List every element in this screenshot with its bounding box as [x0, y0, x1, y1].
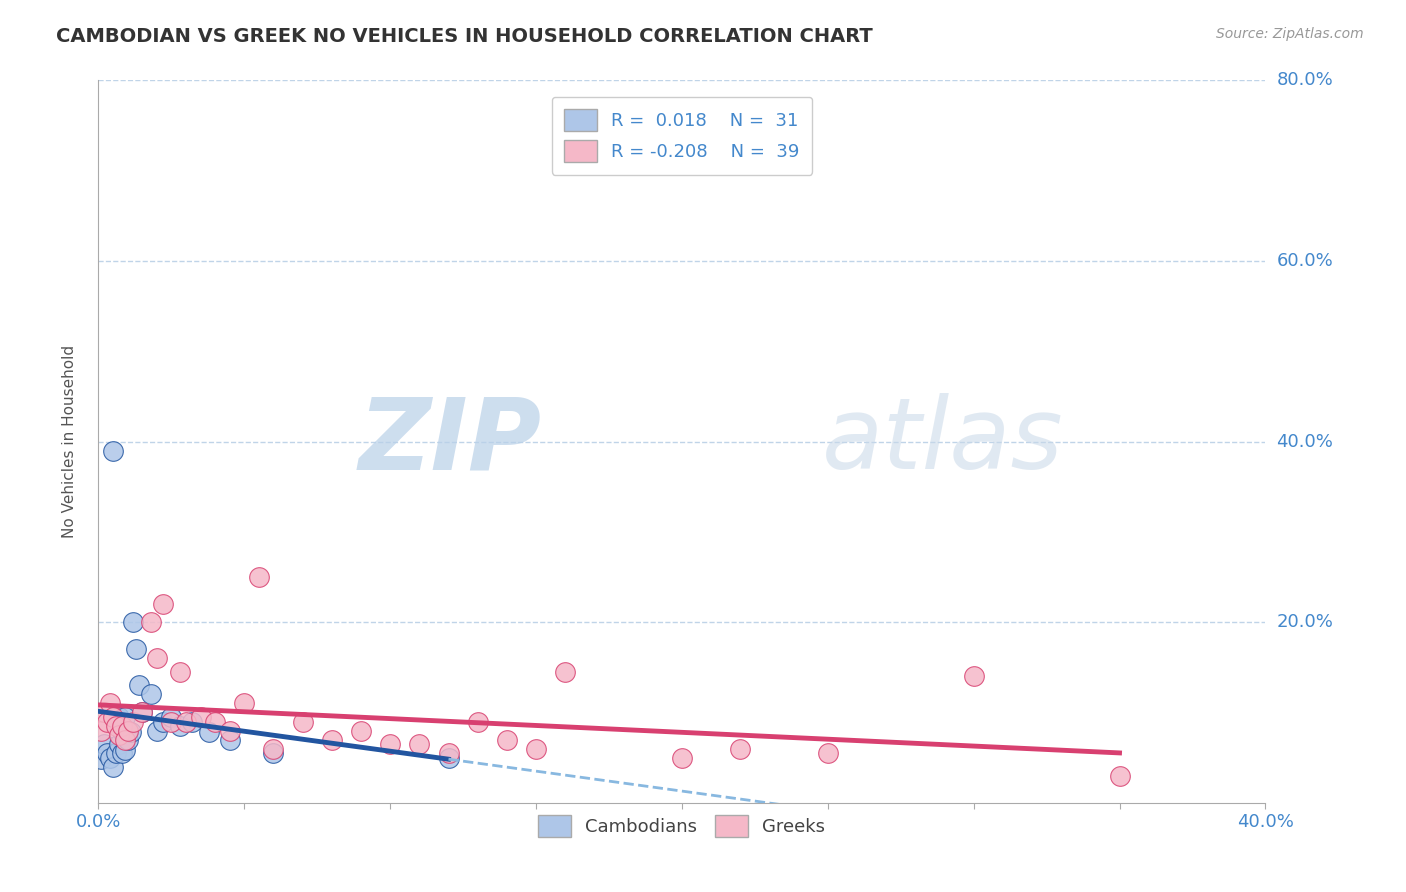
Text: CAMBODIAN VS GREEK NO VEHICLES IN HOUSEHOLD CORRELATION CHART: CAMBODIAN VS GREEK NO VEHICLES IN HOUSEH…	[56, 27, 873, 45]
Point	[98, 750, 121, 764]
Point	[104, 746, 127, 760]
Point	[174, 714, 197, 729]
Point	[93, 706, 115, 720]
Point	[117, 723, 139, 738]
Point	[817, 746, 839, 760]
Point	[139, 615, 162, 630]
Text: ZIP: ZIP	[359, 393, 541, 490]
Point	[169, 665, 191, 679]
Text: Source: ZipAtlas.com: Source: ZipAtlas.com	[1216, 27, 1364, 41]
Point	[160, 710, 183, 724]
Point	[247, 570, 270, 584]
Point	[96, 746, 118, 760]
Point	[131, 706, 153, 720]
Text: 20.0%: 20.0%	[1277, 613, 1333, 632]
Point	[152, 714, 174, 729]
Point	[104, 710, 127, 724]
Point	[104, 719, 127, 733]
Y-axis label: No Vehicles in Household: No Vehicles in Household	[62, 345, 77, 538]
Point	[152, 597, 174, 611]
Point	[108, 737, 131, 751]
Point	[101, 443, 124, 458]
Point	[108, 728, 131, 742]
Point	[160, 714, 183, 729]
Point	[111, 719, 134, 733]
Point	[233, 697, 256, 711]
Point	[90, 723, 112, 738]
Point	[730, 741, 752, 756]
Point	[120, 725, 142, 739]
Point	[139, 687, 162, 701]
Point	[190, 710, 212, 724]
Point	[218, 723, 240, 738]
Point	[96, 714, 118, 729]
Point	[111, 723, 134, 738]
Point	[262, 746, 284, 760]
Point	[198, 725, 221, 739]
Point	[169, 719, 191, 733]
Text: 60.0%: 60.0%	[1277, 252, 1333, 270]
Point	[496, 732, 519, 747]
Point	[114, 732, 136, 747]
Point	[117, 732, 139, 747]
Point	[93, 737, 115, 751]
Point	[262, 741, 284, 756]
Point	[125, 642, 148, 657]
Point	[117, 723, 139, 738]
Point	[111, 746, 134, 760]
Text: 40.0%: 40.0%	[1277, 433, 1333, 450]
Point	[98, 697, 121, 711]
Point	[101, 710, 124, 724]
Point	[146, 723, 169, 738]
Point	[114, 743, 136, 757]
Point	[180, 714, 202, 729]
Point	[122, 714, 145, 729]
Point	[204, 714, 226, 729]
Point	[101, 760, 124, 774]
Text: 80.0%: 80.0%	[1277, 71, 1333, 89]
Point	[408, 737, 430, 751]
Point	[671, 750, 693, 764]
Text: atlas: atlas	[823, 393, 1063, 490]
Point	[146, 651, 169, 665]
Point	[437, 750, 460, 764]
Point	[291, 714, 314, 729]
Point	[554, 665, 576, 679]
Point	[962, 669, 984, 683]
Point	[380, 737, 402, 751]
Point	[131, 706, 153, 720]
Point	[1108, 769, 1130, 783]
Point	[467, 714, 489, 729]
Point	[90, 752, 112, 766]
Point	[321, 732, 343, 747]
Legend: Cambodians, Greeks: Cambodians, Greeks	[531, 808, 832, 845]
Point	[350, 723, 373, 738]
Point	[128, 678, 150, 692]
Point	[437, 746, 460, 760]
Point	[218, 732, 240, 747]
Point	[108, 710, 131, 724]
Point	[524, 741, 547, 756]
Point	[114, 710, 136, 724]
Point	[122, 615, 145, 630]
